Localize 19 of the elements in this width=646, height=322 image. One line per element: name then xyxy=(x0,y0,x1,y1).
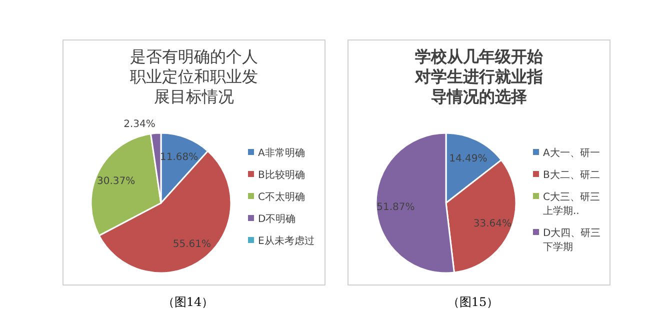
chart-title: 是否有明确的个人职业定位和职业发展目标情况 xyxy=(130,47,258,106)
legend-label: C不太明确 xyxy=(258,191,305,203)
data-label: 55.61% xyxy=(172,238,211,250)
legend-label: D不明确 xyxy=(258,214,296,225)
text: （图14） xyxy=(162,295,214,309)
data-label: 51.87% xyxy=(376,202,415,213)
chart-title: 学校从几年级开始对学生进行就业指导情况的选择 xyxy=(414,47,544,106)
data-label: 30.37% xyxy=(96,176,136,188)
legend-label: A非常明确 xyxy=(258,147,305,159)
legend-label: D大四、研三下学期 xyxy=(543,227,601,253)
text: （图15） xyxy=(447,295,499,309)
data-label: 14.49% xyxy=(449,154,488,165)
legend-label: B大二、研二 xyxy=(543,169,600,181)
legend-label: B比较明确 xyxy=(258,169,305,181)
legend-label: E从未考虑过 xyxy=(258,235,314,247)
data-label: 2.34% xyxy=(124,119,156,130)
data-label: 33.64% xyxy=(473,218,512,230)
legend-label: A大一、研一 xyxy=(543,147,600,159)
legend-label: C大三、研三上学期.. xyxy=(543,191,600,217)
